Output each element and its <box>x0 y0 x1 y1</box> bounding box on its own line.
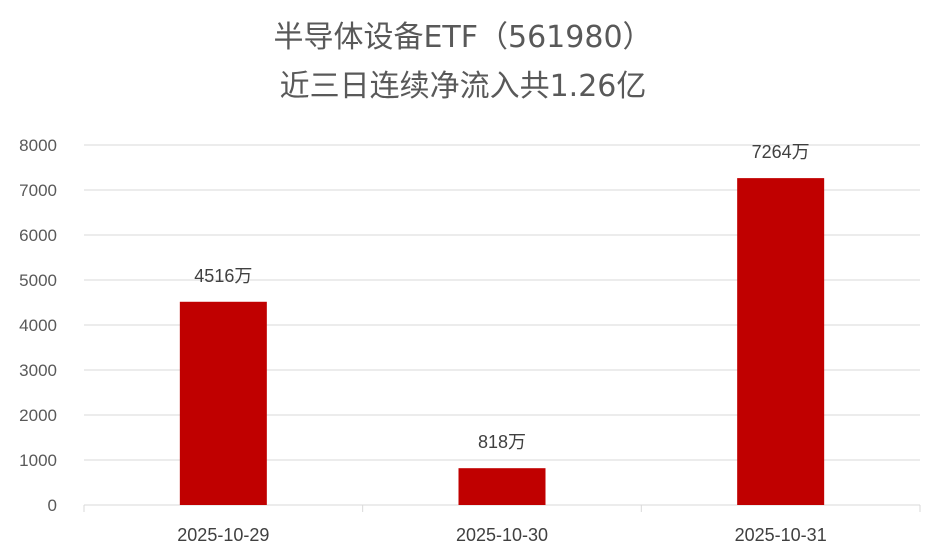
bar <box>458 468 546 505</box>
y-tick-label: 2000 <box>19 406 57 425</box>
y-tick-label: 8000 <box>19 136 57 155</box>
bar <box>737 178 825 505</box>
data-label: 4516万 <box>194 266 252 286</box>
x-tick-label: 2025-10-30 <box>456 525 548 545</box>
bar <box>179 301 267 505</box>
chart-title-line2: 近三日连续净流入共1.26亿 <box>279 69 647 104</box>
chart-title-line1: 半导体设备ETF（561980） <box>273 20 653 55</box>
y-tick-label: 6000 <box>19 226 57 245</box>
y-tick-label: 0 <box>48 496 57 515</box>
y-tick-label: 1000 <box>19 451 57 470</box>
x-tick-label: 2025-10-29 <box>177 525 269 545</box>
y-tick-label: 4000 <box>19 316 57 335</box>
y-tick-label: 5000 <box>19 271 57 290</box>
y-tick-label: 3000 <box>19 361 57 380</box>
x-tick-label: 2025-10-31 <box>735 525 827 545</box>
y-tick-label: 7000 <box>19 181 57 200</box>
data-label: 7264万 <box>752 142 810 162</box>
data-label: 818万 <box>478 432 526 452</box>
